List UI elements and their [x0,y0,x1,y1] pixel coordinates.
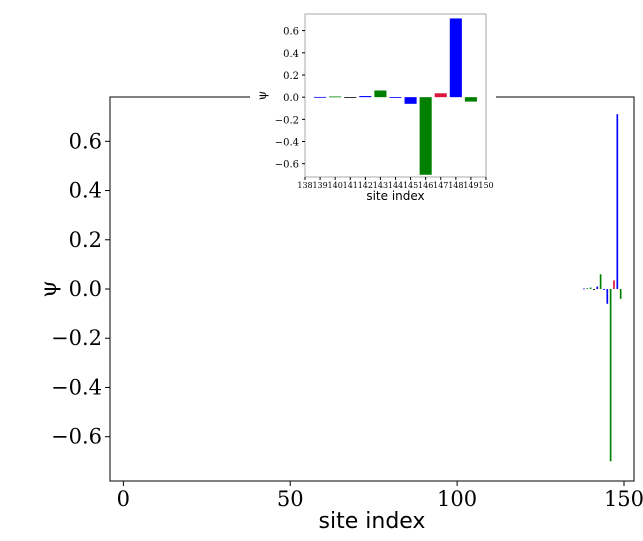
main-y-tick-label: 0.6 [69,129,102,153]
inset-bar [344,97,357,98]
main-y-tick-label: 0.2 [69,228,102,252]
main-y-tick-label: 0.0 [69,277,102,301]
main-x-tick-label: 50 [277,487,304,511]
inset-y-tick-label: 0.0 [283,93,299,104]
main-bar [609,289,612,462]
inset-x-tick-label: 150 [478,181,493,190]
inset-x-tick-label: 145 [403,181,418,190]
inset-x-tick-label: 141 [343,181,358,190]
inset-bar [404,97,417,104]
inset-x-tick-label: 146 [418,181,433,190]
inset-x-axis-label: site index [366,189,424,203]
main-bar [589,287,592,289]
main-x-tick-label: 150 [604,487,643,511]
main-bar [583,288,585,290]
main-bar [619,289,622,299]
inset-x-tick-label: 142 [358,181,373,190]
main-y-tick-label: −0.6 [51,425,102,449]
main-bar [616,114,619,289]
inset-x-tick-label: 143 [373,181,388,190]
inset-y-tick-label: 0.6 [283,27,299,38]
inset-bar [359,96,372,98]
inset-y-tick-label: −0.2 [275,115,299,126]
main-bar [603,289,605,290]
inset-bar [389,97,402,98]
inset-bar [374,90,387,98]
inset-bar [464,97,477,102]
inset-bar [329,96,342,98]
inset-x-tick-label: 140 [328,181,343,190]
main-bar [599,274,602,289]
inset-bar [419,97,432,175]
inset-x-tick-label: 139 [312,181,327,190]
main-bar [593,289,595,290]
main-x-axis-label: site index [319,509,426,534]
main-bar [596,286,599,289]
inset-x-tick-label: 148 [448,181,463,190]
inset-y-tick-label: 0.4 [283,49,299,60]
inset-y-tick-label: −0.4 [275,138,299,149]
inset-y-tick-label: 0.2 [283,71,299,82]
inset-x-tick-label: 144 [388,181,403,190]
inset-chart: 138 139 140 141 142 143 144 145 146 147 148 149 150 0… [250,8,496,206]
inset-x-tick-label: 149 [463,181,478,190]
inset-bar [314,96,327,98]
main-y-axis-label: ψ [37,280,62,297]
main-x-tick-label: 100 [437,487,477,511]
main-y-tick-label: −0.4 [51,375,102,399]
main-y-tick-label: −0.2 [51,326,102,350]
inset-bar [449,18,462,98]
main-x-tick-label: 0 [117,487,130,511]
inset-x-tick-label: 147 [433,181,448,190]
main-y-tick-label: 0.4 [69,179,102,203]
main-bar [606,289,609,304]
main-bar [613,280,615,289]
inset-bar [434,93,447,98]
main-bar [586,288,589,290]
inset-y-tick-label: −0.6 [275,160,299,171]
inset-x-tick-label: 138 [297,181,312,190]
inset-y-axis-label: ψ [255,91,269,100]
